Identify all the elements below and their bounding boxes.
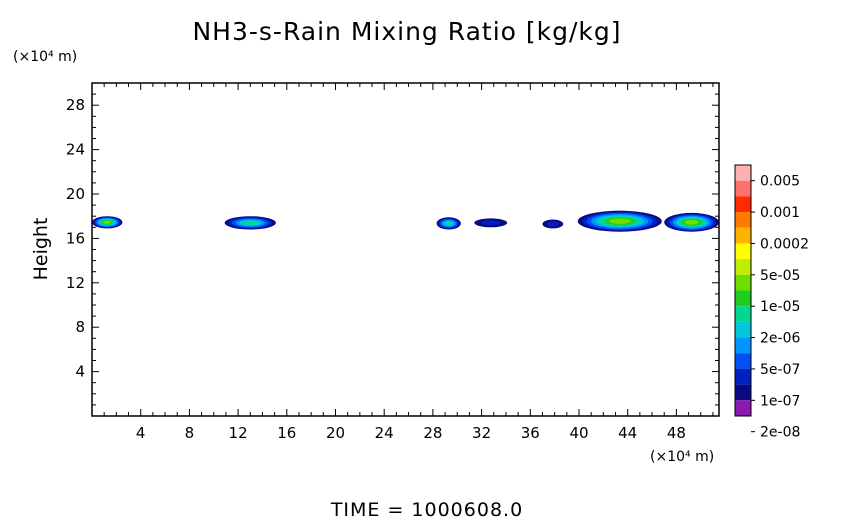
x-tick-label: 48: [667, 424, 686, 442]
chart-title: NH3-s-Rain Mixing Ratio [kg/kg]: [192, 17, 621, 46]
time-footer: TIME = 1000608.0: [330, 499, 523, 519]
colorbar: 0.005 0.001 0.0002 5e-05 1e-05 2e-06 5e-07 1e-0…: [734, 164, 809, 441]
x-axis-unit: (×10⁴ m): [650, 449, 714, 465]
x-tick-label: 24: [375, 424, 394, 442]
colorbar-label: 0.0002: [760, 236, 809, 252]
contour-level: [609, 218, 631, 224]
y-tick-label: 8: [75, 318, 85, 336]
contour-region: [577, 210, 662, 232]
y-axis-unit: (×10⁴ m): [13, 49, 77, 65]
x-tick-label: 40: [569, 424, 588, 442]
y-axis: 4 8 12 16 20 24 28: [66, 93, 719, 406]
contour-region: [542, 219, 564, 229]
colorbar-swatch: [735, 353, 751, 369]
colorbar-swatch: [735, 384, 751, 401]
colorbar-label: 1e-07: [760, 393, 800, 409]
contour-region: [664, 212, 719, 232]
colorbar-swatch: [735, 368, 751, 385]
y-tick-label: 12: [66, 274, 85, 292]
colorbar-swatch: [735, 400, 751, 416]
y-axis-label: Height: [30, 218, 52, 281]
x-tick-label: 4: [136, 424, 146, 442]
contour-level: [481, 220, 501, 226]
x-tick-label: 44: [618, 424, 637, 442]
x-tick-label: 28: [423, 424, 442, 442]
colorbar-swatch: [735, 306, 751, 322]
contour-level: [103, 220, 112, 224]
plot-frame: [91, 82, 720, 417]
colorbar-label: 5e-05: [760, 268, 800, 284]
colorbar-label: 0.005: [760, 174, 800, 190]
x-tick-label: 20: [326, 424, 345, 442]
x-tick-label: 16: [277, 424, 296, 442]
colorbar-label: 1e-05: [760, 299, 800, 315]
colorbar-swatch: [735, 180, 751, 197]
contour-region: [474, 218, 508, 228]
x-tick-label: 32: [472, 424, 491, 442]
colorbar-swatch: [735, 337, 751, 354]
colorbar-swatch: [735, 274, 751, 291]
colorbar-swatch: [735, 243, 751, 260]
y-tick-label: 20: [66, 185, 85, 203]
y-tick-label: 4: [75, 363, 85, 381]
y-tick-label: 24: [66, 141, 85, 159]
colorbar-label: 2e-06: [760, 331, 800, 347]
colorbar-label: 0.001: [760, 205, 800, 221]
contour-level: [684, 219, 699, 225]
x-tick-label: 8: [185, 424, 195, 442]
x-tick-label: 36: [521, 424, 540, 442]
colorbar-label: 5e-07: [760, 362, 800, 378]
colorbar-swatch: [735, 290, 751, 307]
colorbar-swatch: [735, 227, 751, 244]
y-tick-label: 28: [66, 96, 85, 114]
colorbar-swatch: [735, 165, 751, 181]
colorbar-swatch: [735, 321, 751, 338]
contour-level: [546, 221, 559, 227]
colorbar-swatch: [735, 196, 751, 213]
colorbar-label: 2e-08: [760, 425, 800, 441]
colorbar-swatch: [735, 212, 751, 228]
plot-area: [92, 210, 719, 232]
y-tick-label: 16: [66, 229, 85, 247]
colorbar-swatch: [735, 259, 751, 275]
contour-region: [436, 217, 461, 230]
contour-region: [224, 216, 276, 230]
x-axis: 4 8 12 16 20 24 28 32 36 40 44 48: [103, 83, 714, 442]
contour-level: [445, 221, 453, 226]
x-tick-label: 12: [229, 424, 248, 442]
contour-level: [242, 220, 258, 225]
colorbar-frame: [734, 164, 752, 417]
contour-region: [92, 216, 123, 229]
